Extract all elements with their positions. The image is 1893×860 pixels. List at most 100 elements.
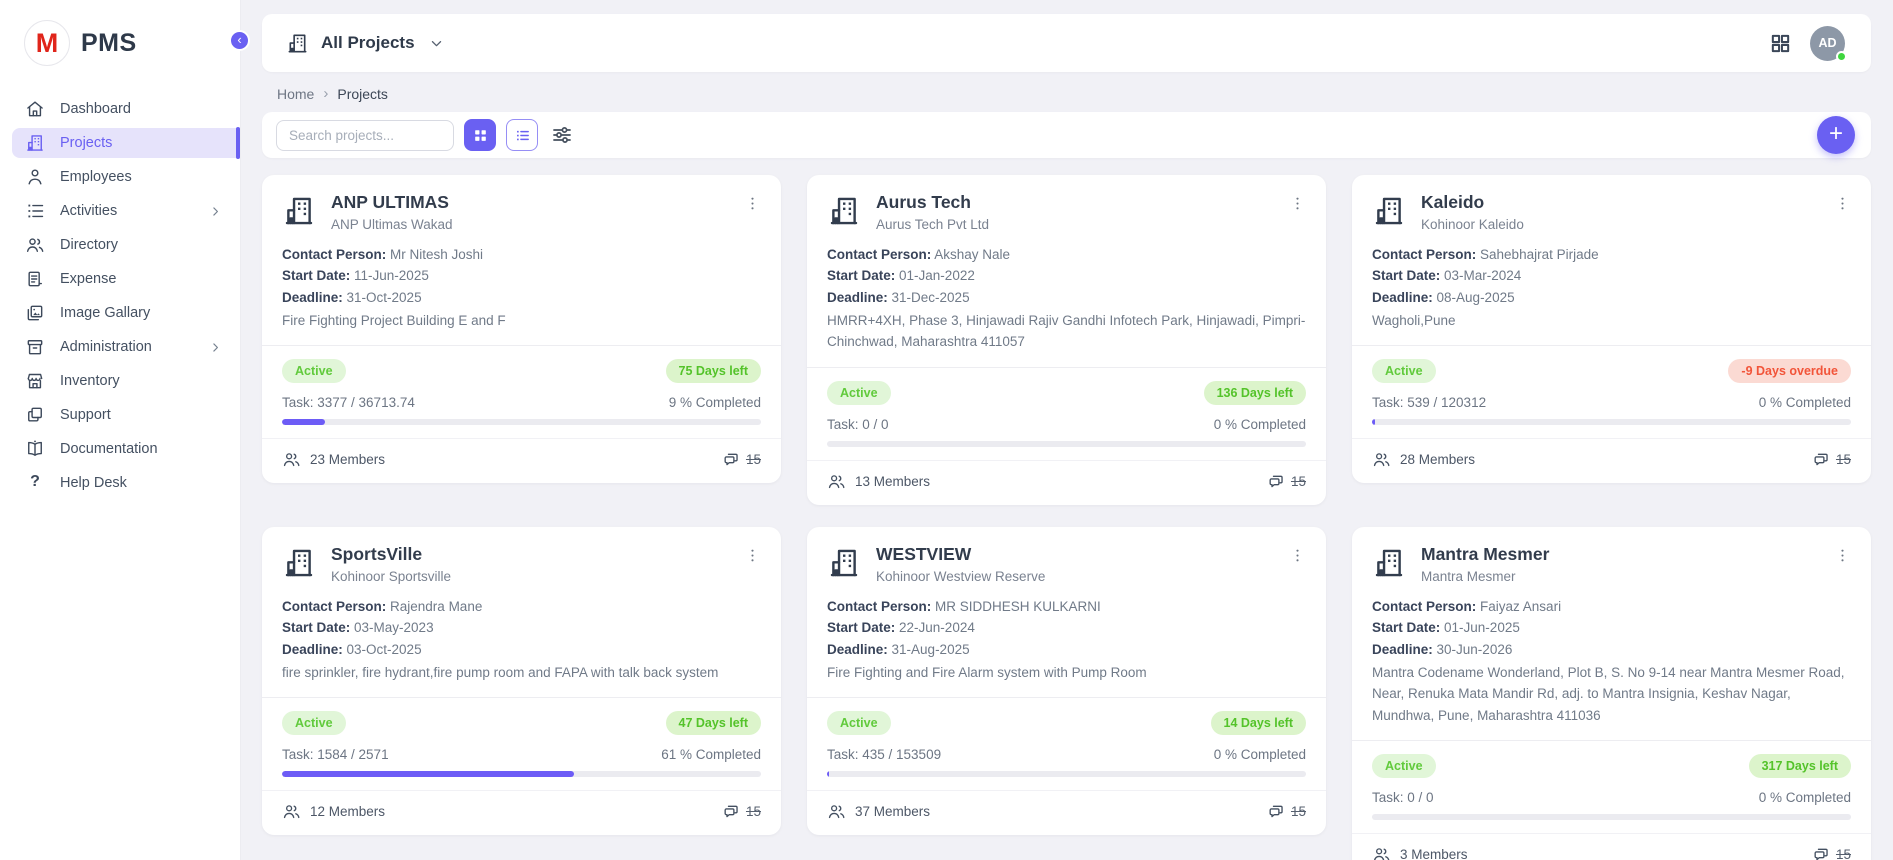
chat-count: 15 (745, 804, 761, 820)
building-icon (282, 546, 316, 580)
chat-count: 15 (1290, 804, 1306, 820)
contact-label: Contact Person: (827, 246, 932, 262)
sidebar-item-label: Administration (60, 339, 152, 355)
list-view-button[interactable] (506, 119, 538, 151)
project-card[interactable]: SportsVille Kohinoor Sportsville Contact… (262, 526, 781, 836)
project-selector[interactable]: All Projects (286, 32, 444, 55)
chat-counter[interactable]: 15 (722, 802, 761, 821)
kebab-menu-icon[interactable] (744, 547, 761, 564)
project-card[interactable]: WESTVIEW Kohinoor Westview Reserve Conta… (807, 526, 1326, 836)
project-card[interactable]: Aurus Tech Aurus Tech Pvt Ltd Contact Pe… (807, 175, 1326, 505)
archive-icon (25, 337, 45, 357)
deadline-line: Deadline: 08-Aug-2025 (1372, 287, 1851, 309)
days-left-badge: 14 Days left (1210, 711, 1306, 736)
start-label: Start Date: (827, 268, 896, 284)
sidebar-item-activities[interactable]: Activities (12, 196, 240, 226)
divider (1352, 740, 1871, 742)
task-count: Task: 435 / 153509 (827, 747, 942, 763)
chat-counter[interactable]: 15 (1812, 845, 1851, 860)
members-count[interactable]: 12 Members (282, 802, 385, 821)
deadline-value: 31-Aug-2025 (891, 641, 970, 657)
sidebar-item-support[interactable]: Support (12, 400, 240, 430)
project-card[interactable]: ANP ULTIMAS ANP Ultimas Wakad Contact Pe… (262, 175, 781, 484)
kebab-menu-icon[interactable] (744, 195, 761, 212)
chat-counter[interactable]: 15 (1812, 450, 1851, 469)
sidebar-item-employees[interactable]: Employees (12, 162, 240, 192)
start-line: Start Date: 03-May-2023 (282, 617, 761, 639)
progress-fill (827, 771, 829, 778)
sidebar-item-expense[interactable]: Expense (12, 264, 240, 294)
chat-counter[interactable]: 15 (1267, 472, 1306, 491)
project-description: Fire Fighting Project Building E and F (282, 312, 506, 328)
chevron-right-icon (209, 205, 222, 218)
chat-counter[interactable]: 15 (1267, 802, 1306, 821)
members-count[interactable]: 28 Members (1372, 450, 1475, 469)
members-count[interactable]: 13 Members (827, 472, 930, 491)
apps-grid-icon[interactable] (1769, 32, 1792, 55)
task-count: Task: 3377 / 36713.74 (282, 395, 415, 411)
breadcrumb-projects[interactable]: Projects (337, 85, 388, 102)
chat-icon (1267, 802, 1286, 821)
divider (262, 697, 781, 699)
sidebar-item-inventory[interactable]: Inventory (12, 366, 240, 396)
sidebar-item-directory[interactable]: Directory (12, 230, 240, 260)
progress-bar (827, 771, 1306, 778)
sidebar-item-label: Directory (60, 237, 119, 253)
members-label: 3 Members (1400, 847, 1468, 860)
project-description: Fire Fighting and Fire Alarm system with… (827, 664, 1147, 680)
book-icon (25, 439, 45, 459)
members-count[interactable]: 3 Members (1372, 845, 1468, 860)
sidebar-item-help-desk[interactable]: ? Help Desk (12, 468, 240, 498)
sidebar-item-documentation[interactable]: Documentation (12, 434, 240, 464)
sidebar-item-image-gallery[interactable]: Image Gallary (12, 298, 240, 328)
sidebar-item-label: Support (60, 407, 111, 423)
start-value: 11-Jun-2025 (354, 268, 429, 284)
completed-percent: 61 % Completed (661, 747, 761, 763)
start-value: 22-Jun-2024 (899, 620, 975, 636)
deadline-value: 31-Dec-2025 (891, 290, 970, 306)
days-left-badge: 47 Days left (665, 711, 761, 736)
sidebar: M PMS Dashboard Projects Employees Activ… (0, 0, 241, 860)
list-view-icon (514, 127, 531, 144)
avatar[interactable]: AD (1810, 25, 1847, 62)
status-badge: Active (1372, 359, 1436, 384)
kebab-menu-icon[interactable] (1289, 195, 1306, 212)
sidebar-nav: Dashboard Projects Employees Activities … (0, 94, 240, 498)
breadcrumb-home[interactable]: Home (277, 85, 315, 102)
task-count: Task: 0 / 0 (1372, 790, 1434, 806)
chevron-right-icon (209, 341, 222, 354)
members-count[interactable]: 37 Members (827, 802, 930, 821)
sidebar-collapse-button[interactable]: ‹ (229, 30, 250, 51)
project-card[interactable]: Mantra Mesmer Mantra Mesmer Contact Pers… (1352, 526, 1871, 860)
chat-count: 15 (1835, 847, 1851, 860)
list-icon (25, 201, 45, 221)
deadline-label: Deadline: (282, 290, 343, 306)
task-count: Task: 0 / 0 (827, 416, 889, 432)
project-card[interactable]: Kaleido Kohinoor Kaleido Contact Person:… (1352, 175, 1871, 484)
sidebar-item-label: Dashboard (60, 101, 131, 117)
members-label: 12 Members (310, 804, 386, 820)
task-count: Task: 539 / 120312 (1372, 395, 1487, 411)
completed-percent: 0 % Completed (1758, 790, 1851, 806)
sidebar-item-projects[interactable]: Projects (12, 127, 240, 159)
kebab-menu-icon[interactable] (1834, 195, 1851, 212)
status-badge: Active (827, 380, 891, 405)
filter-sliders-icon[interactable] (550, 123, 574, 147)
deadline-label: Deadline: (282, 641, 343, 657)
project-subtitle: Kohinoor Westview Reserve (876, 568, 1046, 584)
members-count[interactable]: 23 Members (282, 450, 385, 469)
project-subtitle: ANP Ultimas Wakad (331, 216, 453, 232)
deadline-label: Deadline: (1372, 290, 1433, 306)
chat-counter[interactable]: 15 (722, 450, 761, 469)
search-input[interactable] (276, 119, 454, 151)
add-project-button[interactable]: + (1817, 116, 1855, 154)
app-title: PMS (81, 28, 137, 57)
grid-view-button[interactable] (464, 119, 496, 151)
sidebar-item-dashboard[interactable]: Dashboard (12, 94, 240, 124)
sidebar-item-label: Activities (60, 203, 118, 219)
kebab-menu-icon[interactable] (1834, 547, 1851, 564)
kebab-menu-icon[interactable] (1289, 547, 1306, 564)
sidebar-item-administration[interactable]: Administration (12, 332, 240, 362)
sidebar-item-label: Expense (60, 271, 117, 287)
contact-value: Rajendra Mane (390, 598, 483, 614)
